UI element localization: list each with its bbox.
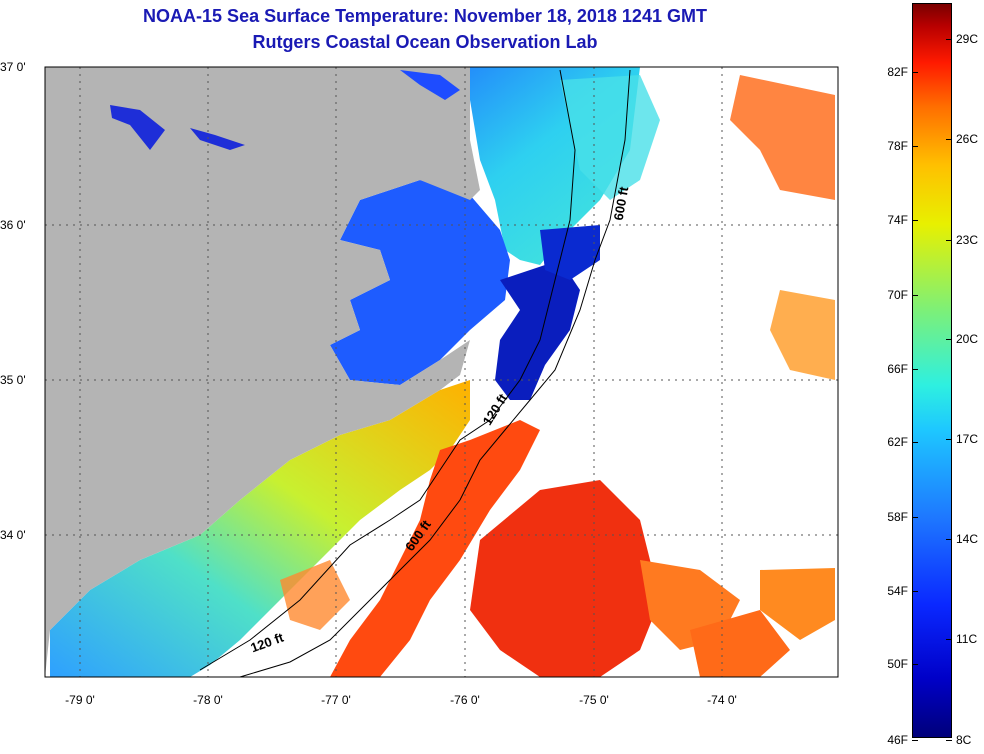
land-mass (45, 67, 480, 677)
cold-water-patch-north (540, 225, 600, 280)
colorbar-tick-c (946, 639, 952, 640)
colorbar-label-29c: 29C (956, 32, 979, 46)
colorbar-label-78f: 78F (887, 139, 908, 153)
colorbar-tick-f (912, 295, 918, 296)
colorbar-label-17c: 17C (956, 432, 979, 446)
colorbar-label-66f: 66F (887, 362, 908, 376)
lon-label-78: -78 0' (193, 693, 223, 707)
contour-600ft (239, 69, 631, 678)
inland-river (190, 128, 245, 150)
lon-label-79: -79 0' (65, 693, 95, 707)
colorbar-label-26c: 26C (956, 132, 979, 146)
colorbar-label-11c: 11C (956, 632, 978, 646)
colorbar-tick-f (912, 72, 918, 73)
colorbar-tick-f (912, 517, 918, 518)
lat-label-35: 35 0' (0, 373, 26, 387)
warm-patch-east-mid (770, 290, 835, 380)
map-subtitle: Rutgers Coastal Ocean Observation Lab (252, 32, 598, 52)
colorbar-tick-c (946, 139, 952, 140)
map-border (44, 66, 839, 678)
lon-label-77: -77 0' (321, 693, 351, 707)
lon-label-74: -74 0' (707, 693, 737, 707)
warm-patch-corner (690, 610, 790, 677)
colorbar-label-8c: 8C (956, 733, 972, 747)
map-title: NOAA-15 Sea Surface Temperature: Novembe… (143, 6, 707, 26)
colorbar-tick-f (912, 442, 918, 443)
lat-label-37: 37 0' (0, 60, 26, 74)
contour-120ft (199, 69, 576, 671)
colorbar-label-70f: 70F (887, 288, 908, 302)
chesapeake-inlet (400, 70, 460, 100)
colorbar-label-74f: 74F (887, 213, 908, 227)
cold-water-patch (495, 260, 580, 400)
lon-label-75: -75 0' (579, 693, 609, 707)
colorbar-label-23c: 23C (956, 233, 979, 247)
colorbar-tick-f (912, 740, 918, 741)
colorbar-label-50f: 50F (887, 657, 908, 671)
colorbar-label-54f: 54F (887, 584, 908, 598)
warm-eddy-south (470, 480, 660, 677)
colorbar-tick-f (912, 591, 918, 592)
colorbar-tick-c (946, 240, 952, 241)
lon-label-76: -76 0' (450, 693, 480, 707)
colorbar-tick-c (946, 439, 952, 440)
southern-coastal-water (50, 380, 470, 677)
warm-patch-east (760, 568, 835, 640)
temperature-colorbar (912, 3, 952, 738)
colorbar-label-82f: 82F (887, 65, 908, 79)
colorbar-tick-f (912, 369, 918, 370)
colorbar-label-20c: 20C (956, 332, 979, 346)
lat-label-36: 36 0' (0, 218, 26, 232)
colorbar-tick-c (946, 740, 952, 741)
warm-patch-inner (280, 560, 350, 630)
colorbar-tick-f (912, 220, 918, 221)
colorbar-tick-c (946, 339, 952, 340)
offshore-cyan-water (560, 75, 660, 200)
inland-lake (110, 105, 165, 150)
colorbar-tick-f (912, 664, 918, 665)
colorbar-tick-f (912, 146, 918, 147)
colorbar-label-62f: 62F (887, 435, 908, 449)
colorbar-tick-c (946, 539, 952, 540)
colorbar-tick-c (946, 39, 952, 40)
colorbar-label-14c: 14C (956, 532, 979, 546)
warm-patch-ne (730, 75, 835, 200)
gulf-stream-warm-water (330, 420, 540, 677)
colorbar-label-46f: 46F (887, 733, 908, 747)
lat-label-34: 34 0' (0, 528, 26, 542)
colorbar-label-58f: 58F (887, 510, 908, 524)
